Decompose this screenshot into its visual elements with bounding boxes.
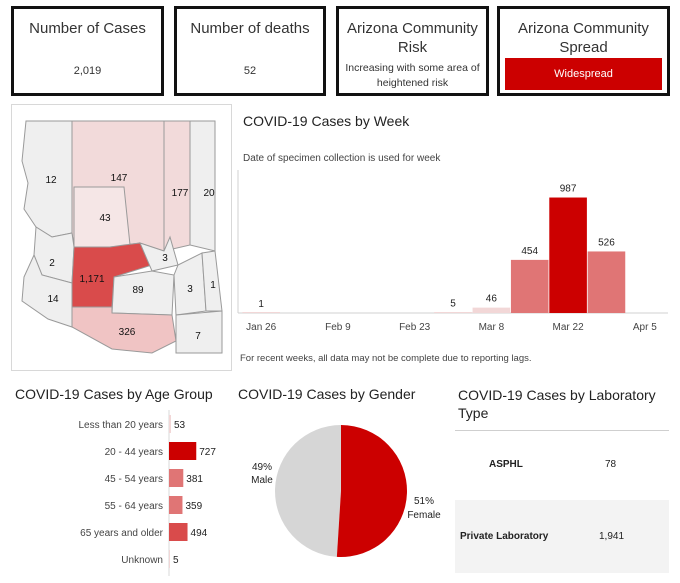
weekly-data-label: 5 [450, 298, 456, 309]
age-group-chart: Less than 20 years 53 20 - 44 years 727 45 -… [79, 410, 216, 576]
weekly-bar[interactable] [587, 251, 626, 313]
weekly-chart-title: COVID-19 Cases by Week [243, 113, 410, 129]
count-yavapai: 43 [99, 213, 111, 224]
kpi-cases-title: Number of Cases [29, 20, 146, 37]
weekly-bar[interactable] [434, 312, 472, 313]
pie-slice-female[interactable] [336, 425, 407, 557]
count-gila: 3 [162, 253, 168, 264]
weekly-data-label: 987 [560, 184, 577, 195]
weekly-tick-label: Feb 9 [325, 322, 351, 333]
weekly-chart-subtitle: Date of specimen collection is used for … [243, 153, 441, 164]
kpi-risk-value-line1: Increasing with some area of [345, 62, 480, 74]
age-category-label: Unknown [121, 555, 163, 566]
kpi-risk-title-line1: Arizona Community [347, 20, 478, 37]
count-apache: 20 [203, 188, 215, 199]
count-cochise: 7 [195, 331, 201, 342]
table-row[interactable]: ASPHL 78 [455, 430, 669, 500]
kpi-deaths-value: 52 [243, 65, 257, 77]
county-apache[interactable] [189, 120, 216, 252]
weekly-tick-label: Mar 8 [479, 322, 505, 333]
male-percent-label: 49% [252, 462, 272, 473]
weekly-bar[interactable] [242, 312, 280, 313]
age-category-label: 45 - 54 years [105, 474, 163, 485]
female-percent-label: 51% [414, 496, 434, 507]
county-navajo[interactable] [163, 120, 191, 252]
age-value-label: 359 [185, 501, 202, 512]
kpi-spread-title-line2: Spread [559, 39, 608, 56]
weekly-cases-chart: 1 Jan 26 Feb 9 Feb 23 5 46 Mar 8 454 987 Mar 22 52… [237, 170, 668, 333]
kpi-risk[interactable]: Arizona Community Risk Increasing with s… [336, 6, 489, 96]
age-category-label: Less than 20 years [79, 420, 164, 431]
weekly-data-label: 46 [486, 294, 498, 305]
weekly-data-label: 1 [258, 299, 264, 310]
count-greenlee: 1 [210, 280, 216, 291]
spread-status-badge: Widespread [505, 58, 662, 90]
kpi-deaths[interactable]: Number of deaths 52 [174, 6, 326, 96]
kpi-deaths-title: Number of deaths [190, 20, 310, 37]
weekly-data-label: 526 [598, 237, 615, 248]
lab-table-title-line2: Type [458, 405, 489, 421]
county-yuma[interactable] [21, 253, 73, 328]
count-yuma: 14 [47, 294, 59, 305]
kpi-cases-value: 2,019 [73, 65, 102, 77]
weekly-tick-label: Feb 23 [399, 322, 431, 333]
count-pima: 326 [119, 327, 136, 338]
count-coconino: 147 [111, 173, 128, 184]
weekly-data-label: 454 [521, 246, 538, 257]
count-maricopa: 1,171 [79, 274, 104, 285]
kpi-spread-title: Arizona Community Spread [500, 19, 667, 57]
age-bar[interactable] [169, 523, 188, 541]
county-gila[interactable] [139, 235, 179, 272]
kpi-risk-title-line2: Risk [397, 39, 428, 56]
age-category-label: 20 - 44 years [105, 447, 163, 458]
weekly-bar[interactable] [549, 197, 587, 313]
county-cochise[interactable] [175, 310, 223, 354]
kpi-risk-title: Arizona Community Risk [339, 19, 486, 57]
kpi-spread-title-line1: Arizona Community [518, 20, 649, 37]
weekly-bar[interactable] [472, 307, 511, 313]
age-value-label: 727 [199, 447, 216, 458]
age-bar[interactable] [169, 442, 197, 460]
count-pinal: 89 [132, 285, 144, 296]
female-label: Female [407, 510, 441, 521]
lab-table-divider [455, 430, 669, 431]
count-graham: 3 [187, 284, 193, 295]
weekly-chart-note: For recent weeks, all data may not be co… [240, 353, 532, 364]
male-label: Male [251, 475, 273, 486]
age-bar[interactable] [169, 496, 183, 514]
lab-count-cell: 78 [605, 459, 617, 470]
kpi-cases[interactable]: Number of Cases 2,019 [11, 6, 164, 96]
lab-type-cell: Private Laboratory [460, 531, 549, 542]
county-map[interactable]: 12 147 177 20 43 2 1,171 3 89 14 3 1 326… [11, 104, 232, 371]
kpi-risk-value: Increasing with some area of heightened … [339, 61, 486, 91]
pie-slice-male[interactable] [274, 425, 341, 557]
gender-pie-chart: 49% Male 51% Female [251, 425, 441, 557]
age-value-label: 381 [186, 474, 203, 485]
weekly-tick-label: Apr 5 [633, 322, 657, 333]
lab-count-cell: 1,941 [599, 531, 625, 542]
weekly-tick-label: Jan 26 [246, 322, 276, 333]
age-category-label: 55 - 64 years [105, 501, 163, 512]
kpi-risk-value-line2: heightened risk [376, 77, 449, 89]
kpi-spread[interactable]: Arizona Community Spread Widespread [497, 6, 670, 96]
table-row[interactable]: Private Laboratory 1,941 [455, 500, 669, 573]
age-value-label: 5 [173, 555, 179, 566]
age-value-label: 53 [174, 420, 186, 431]
count-mohave: 12 [45, 175, 57, 186]
lab-type-cell: ASPHL [489, 459, 523, 470]
lab-table-title: COVID-19 Cases by Laboratory Type [458, 386, 656, 422]
age-category-label: 65 years and older [80, 528, 164, 539]
age-bar[interactable] [169, 415, 171, 433]
gender-chart-title: COVID-19 Cases by Gender [238, 386, 416, 402]
count-la-paz: 2 [49, 258, 55, 269]
age-bar[interactable] [169, 550, 170, 568]
weekly-tick-label: Mar 22 [553, 322, 585, 333]
lab-table-title-line1: COVID-19 Cases by Laboratory [458, 387, 656, 403]
age-value-label: 494 [191, 528, 208, 539]
age-bar[interactable] [169, 469, 184, 487]
weekly-bar[interactable] [510, 259, 549, 313]
count-navajo: 177 [172, 188, 189, 199]
age-chart-title: COVID-19 Cases by Age Group [15, 386, 213, 402]
